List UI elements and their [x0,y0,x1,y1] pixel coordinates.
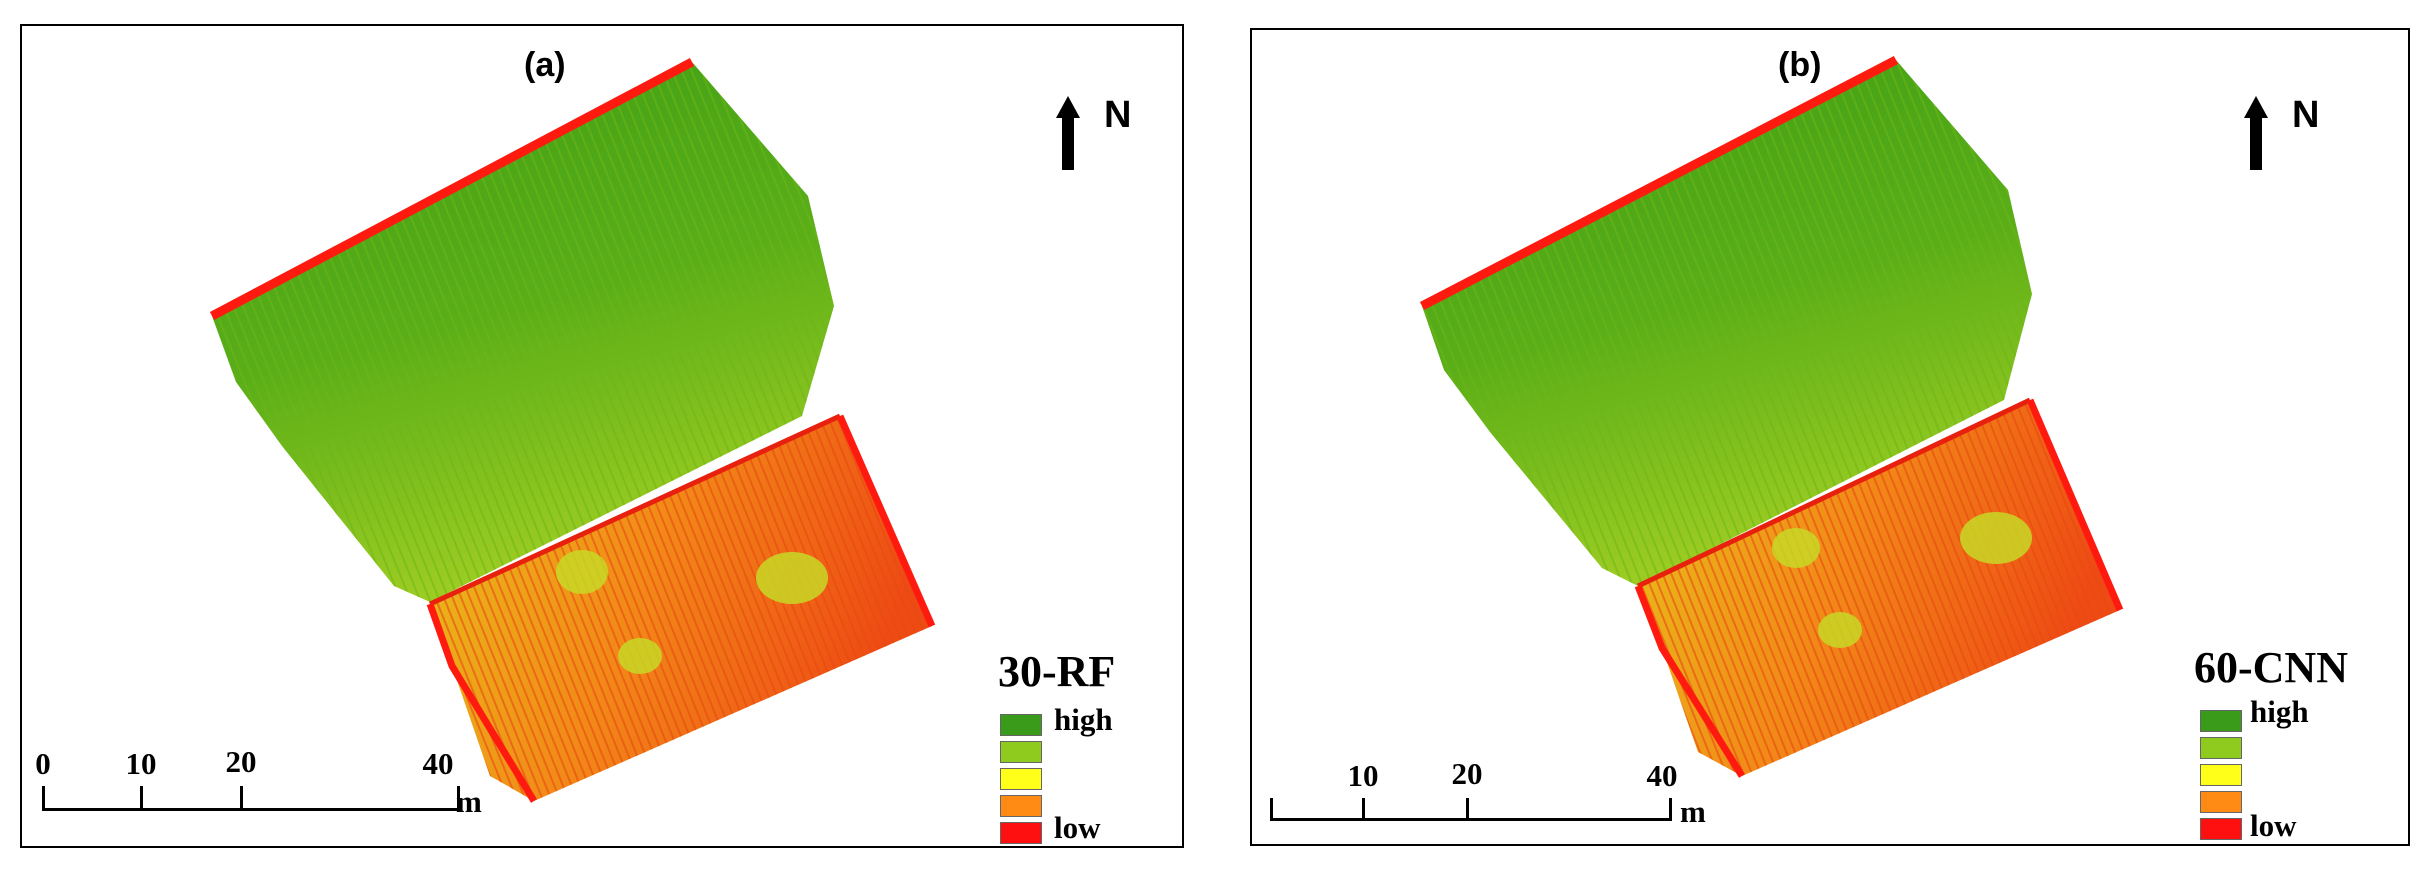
legend-high-label: high [1054,702,1113,737]
legend-high-label: high [2250,694,2309,729]
legend-swatch-low [2200,818,2242,840]
legend-swatch-3 [2200,764,2242,786]
scale-tick-label: 20 [225,744,257,779]
scale-bar: 0 10 20 40 m [22,744,502,846]
legend-swatch-2 [2200,737,2242,759]
map-panel-b: (b) [1250,28,2410,846]
legend-title: 60-CNN [2194,643,2348,692]
scale-tick-label: 20 [1451,756,1483,791]
legend-swatch-3 [1000,768,1042,790]
scale-tick-label: 10 [1347,758,1379,793]
field-map [1419,56,2124,778]
scale-unit: m [456,784,482,819]
legend-title: 30-RF [998,647,1116,696]
panel-label: (a) [524,46,566,84]
scale-tick-label: 0 [35,746,51,781]
north-arrow: N [1056,94,1136,186]
scale-tick-label: 10 [125,746,157,781]
legend-swatch-low [1000,822,1042,844]
scale-bar: 10 20 40 m [1252,752,1732,844]
legend-swatch-4 [1000,795,1042,817]
scale-tick-label: 40 [422,746,454,781]
legend-low-label: low [2250,808,2297,843]
scale-unit: m [1680,794,1706,829]
north-arrow: N [2244,94,2324,186]
legend: 60-CNN high low [2194,642,2394,843]
map-panel-a: (a) [20,24,1184,848]
north-arrow-icon [2244,96,2268,118]
legend: 30-RF high low [998,646,1178,846]
panel-label: (b) [1778,46,1822,84]
scale-tick-label: 40 [1646,758,1678,793]
north-label: N [2292,94,2320,136]
north-arrow-icon [1056,96,1080,118]
legend-low-label: low [1054,810,1101,845]
legend-swatch-4 [2200,791,2242,813]
legend-swatch-high [2200,710,2242,732]
legend-swatch-high [1000,714,1042,736]
legend-swatch-2 [1000,741,1042,763]
field-map [209,58,936,803]
north-label: N [1104,94,1132,136]
